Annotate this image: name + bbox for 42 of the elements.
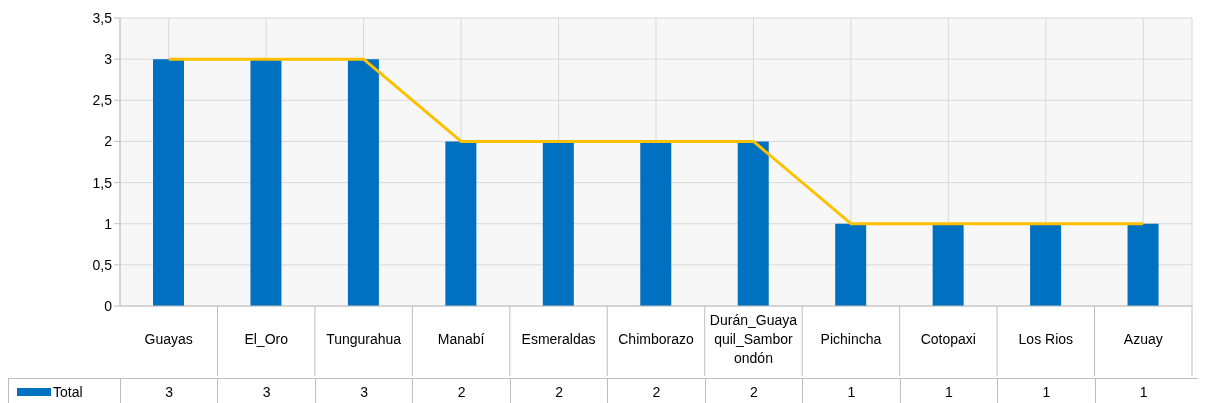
y-tick-label: 2,5 [92, 92, 113, 109]
bar [250, 59, 282, 306]
data-label: 1 [997, 379, 1095, 403]
y-tick-label: 2 [104, 133, 113, 150]
y-tick-label: 1 [104, 215, 113, 232]
x-tick-label: Los Rios [1018, 331, 1074, 347]
x-tick-label: Durán_Guayaquil_Samborondón [709, 312, 798, 366]
x-tick-label: Azuay [1123, 331, 1163, 347]
y-tick-label: 0,5 [92, 256, 113, 273]
x-tick-label: Guayas [144, 331, 193, 347]
legend-label: Total [52, 384, 83, 400]
x-tick-label: Esmeraldas [521, 331, 596, 347]
data-label: 3 [120, 379, 218, 403]
bar [153, 59, 184, 306]
data-label: 3 [314, 379, 413, 403]
y-tick-label: 3,5 [92, 9, 113, 26]
bar [835, 223, 867, 306]
data-label: 1 [802, 379, 900, 403]
bar [1030, 223, 1062, 306]
data-label: 2 [509, 379, 608, 403]
bar [347, 59, 379, 306]
bar [640, 141, 672, 306]
data-label: 3 [217, 379, 315, 403]
data-label: 2 [704, 379, 803, 403]
bar [445, 141, 477, 306]
x-tick-label: Manabí [437, 331, 485, 347]
data-label: 2 [412, 379, 510, 403]
y-tick-label: 1,5 [92, 174, 113, 191]
bar [932, 223, 964, 306]
x-tick-label: Cotopaxi [920, 331, 976, 347]
x-tick-label: El_Oro [244, 331, 289, 347]
x-tick-label: Pichincha [820, 331, 882, 347]
bar [737, 141, 769, 306]
x-tick-label: Tungurahua [326, 331, 402, 347]
bar [1127, 223, 1159, 306]
bar [542, 141, 574, 306]
data-label: 1 [1094, 379, 1192, 403]
y-tick-label: 0 [104, 297, 113, 314]
y-tick-label: 3 [104, 51, 113, 68]
x-tick-label: Chimborazo [618, 331, 694, 347]
data-label: 1 [899, 379, 998, 403]
data-label: 2 [607, 379, 705, 403]
